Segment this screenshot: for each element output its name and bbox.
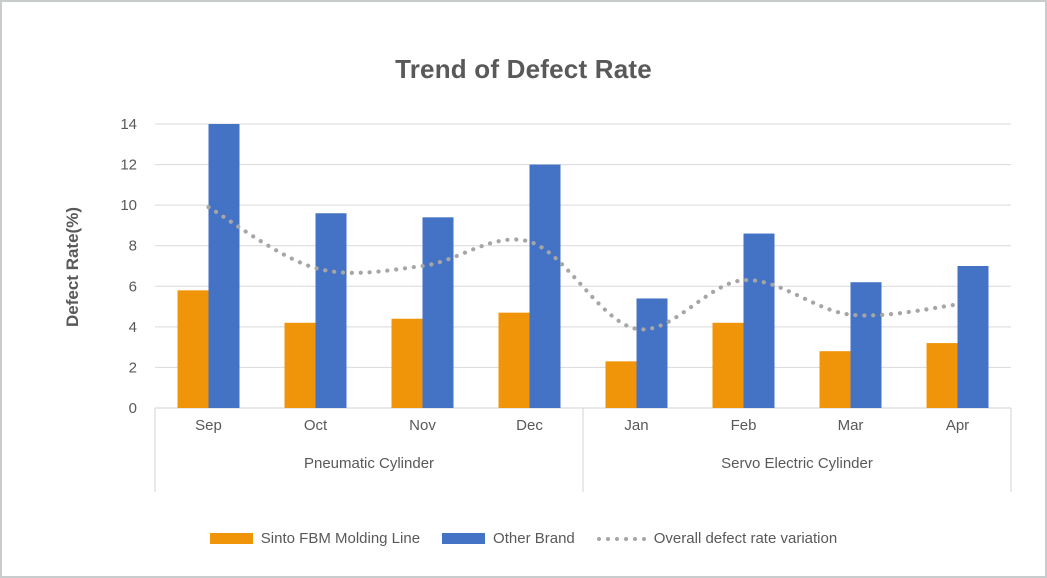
bar-sinto-fbm-molding-line-sep — [177, 290, 209, 408]
bar-sinto-fbm-molding-line-apr — [926, 343, 958, 408]
y-axis-title: Defect Rate(%) — [60, 142, 86, 392]
bar-sinto-fbm-molding-line-dec — [498, 312, 530, 408]
legend-label-overall-defect-rate-variation: Overall defect rate variation — [653, 530, 838, 547]
y-tick-label-6: 6 — [129, 278, 137, 295]
bar-other-brand-apr — [957, 266, 989, 408]
axis-group-label-pneumatic-cylinder: Pneumatic Cylinder — [304, 455, 434, 472]
overall-defect-rate-variation-line — [206, 205, 960, 332]
bar-other-brand-nov — [422, 217, 454, 408]
x-tick-label-apr: Apr — [946, 417, 969, 434]
legend-label-sinto-fbm-molding-line: Sinto FBM Molding Line — [260, 530, 421, 547]
legend-item-sinto-fbm-molding-line: Sinto FBM Molding Line — [209, 530, 421, 547]
legend-dotted-sample — [596, 536, 646, 541]
y-tick-label-10: 10 — [120, 197, 137, 214]
x-tick-label-jan: Jan — [624, 417, 648, 434]
y-tick-label-14: 14 — [120, 116, 137, 133]
legend-dot — [623, 536, 628, 541]
y-tick-label-2: 2 — [129, 359, 137, 376]
bar-other-brand-sep — [208, 124, 240, 408]
axis-group-label-servo-electric-cylinder: Servo Electric Cylinder — [721, 455, 873, 472]
legend-label-other-brand: Other Brand — [493, 530, 575, 547]
x-tick-label-oct: Oct — [304, 417, 328, 434]
bar-sinto-fbm-molding-line-oct — [284, 322, 316, 408]
legend: Sinto FBM Molding Line Other Brand Overall… — [2, 530, 1045, 547]
bar-other-brand-jan — [636, 298, 668, 408]
bar-sinto-fbm-molding-line-jan — [605, 361, 637, 408]
x-tick-label-mar: Mar — [838, 417, 864, 434]
legend-item-overall-defect-rate-variation: Overall defect rate variation — [596, 530, 838, 547]
x-tick-label-nov: Nov — [409, 417, 436, 434]
chart-title: Trend of Defect Rate — [395, 54, 652, 84]
bar-other-brand-feb — [743, 233, 775, 408]
legend-dot — [614, 536, 619, 541]
bar-sinto-fbm-molding-line-nov — [391, 318, 423, 408]
bar-other-brand-oct — [315, 213, 347, 408]
legend-item-other-brand: Other Brand — [442, 530, 575, 547]
y-tick-label-8: 8 — [129, 238, 137, 255]
bar-sinto-fbm-molding-line-feb — [712, 322, 744, 408]
x-tick-label-feb: Feb — [731, 417, 757, 434]
legend-dot — [596, 536, 601, 541]
legend-dot — [641, 536, 646, 541]
x-tick-label-dec: Dec — [516, 417, 543, 434]
legend-dot — [632, 536, 637, 541]
legend-dot — [605, 536, 610, 541]
y-tick-label-12: 12 — [120, 157, 137, 174]
bar-sinto-fbm-molding-line-mar — [819, 351, 851, 408]
legend-swatch-other-brand — [442, 533, 486, 544]
bar-other-brand-dec — [529, 164, 561, 408]
y-tick-label-4: 4 — [129, 319, 137, 336]
legend-swatch-sinto-fbm-molding-line — [209, 533, 253, 544]
bar-other-brand-mar — [850, 282, 882, 408]
x-tick-label-sep: Sep — [195, 417, 222, 434]
y-axis-title-text: Defect Rate(%) — [63, 207, 83, 327]
y-tick-label-0: 0 — [129, 400, 137, 417]
